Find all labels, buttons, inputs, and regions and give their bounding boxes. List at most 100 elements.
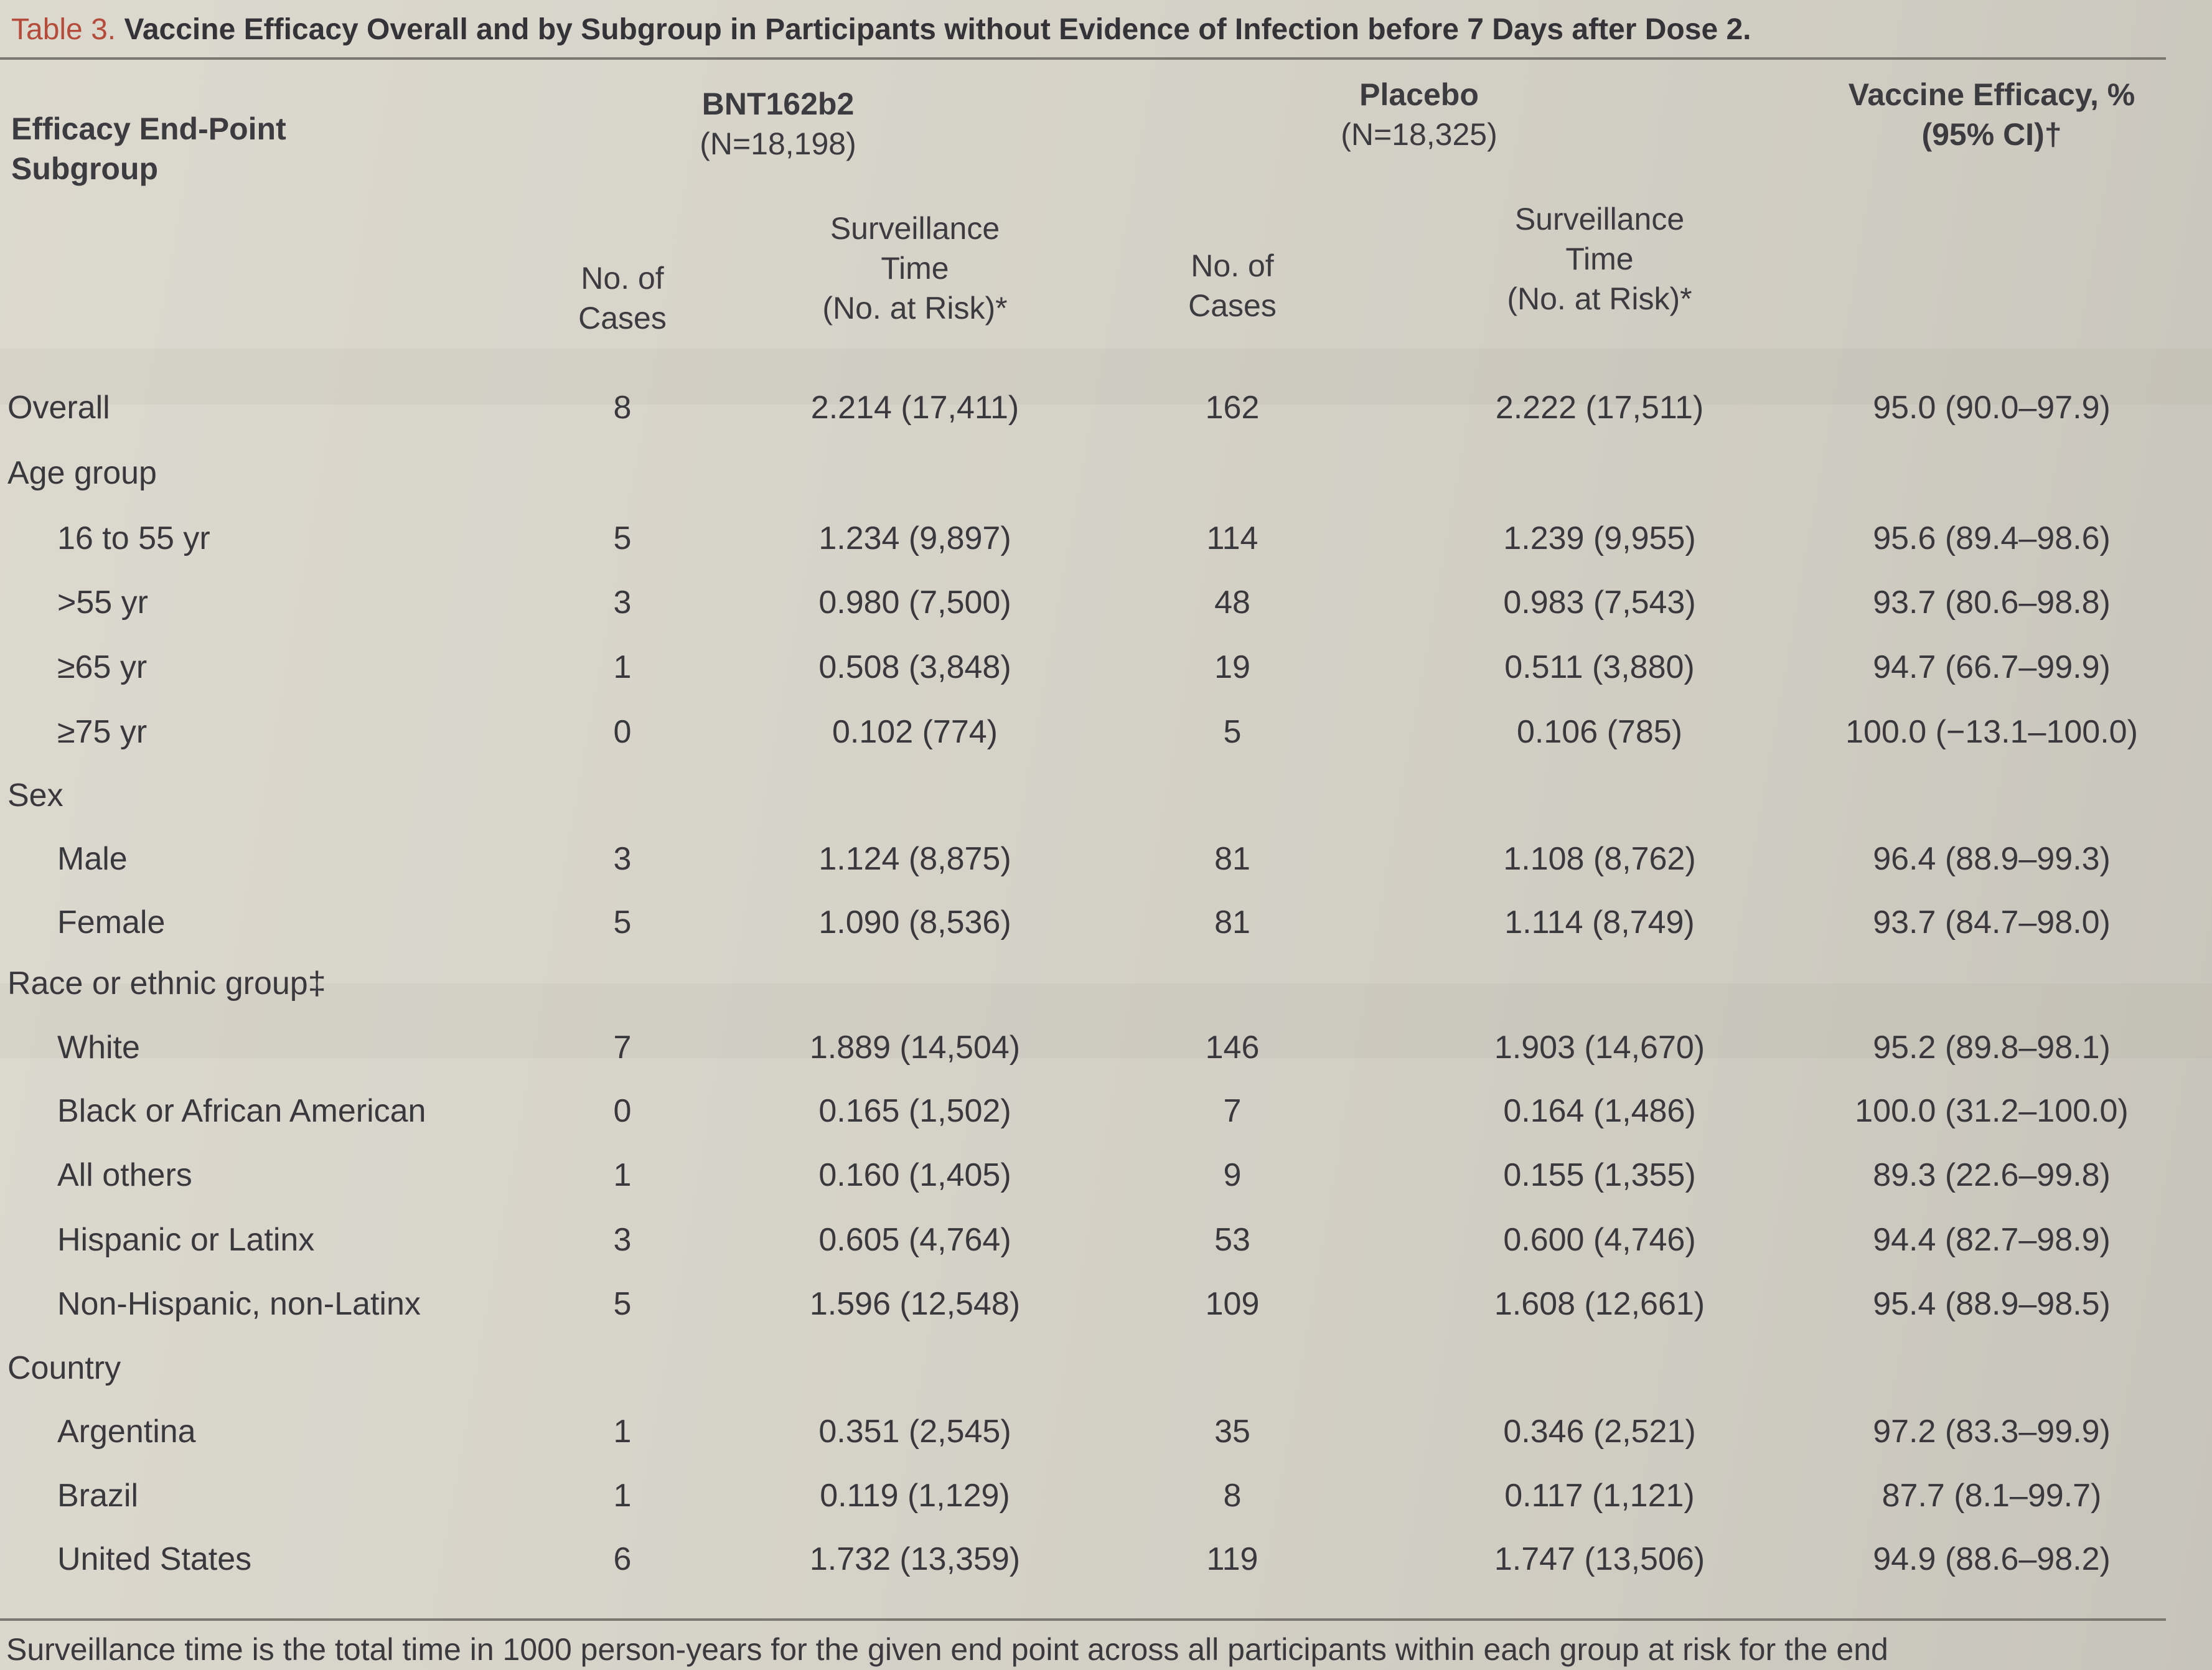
placebo-cases-cell: 48: [1214, 584, 1250, 621]
table-row: ≥75 yr 0 0.102 (774) 5 0.106 (785) 100.0 (−13…: [0, 701, 2212, 763]
row-label: Non-Hispanic, non-Latinx: [57, 1286, 421, 1322]
row-label: Male: [57, 841, 128, 877]
vaccine-time-cell: [772, 764, 1058, 827]
table-row: Overall 8 2.214 (17,411) 162 2.222 (17,511) 9…: [0, 377, 2212, 439]
vaccine-time-cell: 1.889 (14,504): [809, 1030, 1021, 1066]
shade-band: [0, 983, 2212, 1058]
vaccine-cases-cell: [560, 442, 685, 504]
efficacy-cell: [1793, 1337, 2191, 1399]
efficacy-cell: [1793, 442, 2191, 504]
table-row: Country: [0, 1337, 2212, 1399]
placebo-cases-cell: 81: [1214, 904, 1250, 941]
vaccine-cases-cell: 7: [613, 1030, 632, 1066]
table-row: All others 1 0.160 (1,405) 9 0.155 (1,355) 89…: [0, 1144, 2212, 1206]
vaccine-time-header: Surveillance Time (No. at Risk)*: [822, 211, 1008, 326]
placebo-cases-cell: [1170, 764, 1295, 827]
row-label: Country: [7, 1350, 121, 1386]
top-rule: [0, 57, 2166, 60]
placebo-cases-cell: 19: [1214, 649, 1250, 685]
placebo-time-cell: 0.117 (1,121): [1504, 1478, 1695, 1514]
placebo-time-cell: 0.983 (7,543): [1503, 584, 1696, 621]
vaccine-cases-cell: 3: [613, 1222, 632, 1258]
placebo-time-cell: 0.155 (1,355): [1503, 1157, 1696, 1193]
table-number: Table 3.: [11, 13, 116, 46]
row-label: United States: [57, 1541, 252, 1577]
efficacy-cell: 94.7 (66.7–99.9): [1873, 649, 2111, 685]
placebo-cases-cell: [1170, 442, 1295, 504]
row-label: Overall: [7, 390, 110, 426]
efficacy-cell: 95.0 (90.0–97.9): [1873, 390, 2111, 426]
endpoint-header: Efficacy End-Point Subgroup: [11, 111, 286, 186]
vaccine-time-cell: 1.234 (9,897): [818, 520, 1011, 556]
placebo-cases-cell: 119: [1206, 1541, 1258, 1577]
efficacy-cell: [1793, 764, 2191, 827]
vaccine-time-cell: 0.508 (3,848): [818, 649, 1011, 685]
placebo-cases-header: No. of Cases: [1188, 248, 1277, 323]
row-label: All others: [57, 1157, 192, 1193]
table-row: White 7 1.889 (14,504) 146 1.903 (14,670) 95.…: [0, 1016, 2212, 1079]
table-row: Black or African American 0 0.165 (1,502) 7…: [0, 1080, 2212, 1142]
table-footnote: Surveillance time is the total time in 1…: [6, 1632, 1888, 1667]
vaccine-cases-cell: 3: [613, 841, 632, 877]
placebo-cases-cell: 81: [1214, 841, 1250, 877]
vaccine-time-cell: [772, 1337, 1058, 1399]
vaccine-cases-cell: 5: [613, 904, 632, 941]
table-row: 16 to 55 yr 5 1.234 (9,897) 114 1.239 (9,955…: [0, 507, 2212, 570]
vaccine-cases-cell: 6: [613, 1541, 632, 1577]
vaccine-cases-cell: [560, 764, 685, 827]
vaccine-time-cell: 1.596 (12,548): [809, 1286, 1021, 1322]
efficacy-header: Vaccine Efficacy, % (95% CI)†: [1848, 77, 2135, 152]
placebo-time-cell: 2.222 (17,511): [1495, 390, 1704, 426]
vaccine-time-cell: 1.090 (8,536): [818, 904, 1011, 941]
efficacy-cell: 100.0 (31.2–100.0): [1855, 1093, 2129, 1129]
table-title: Table 3. Vaccine Efficacy Overall and by…: [11, 5, 2202, 67]
shade-band: [0, 349, 2212, 405]
placebo-cases-cell: 114: [1206, 520, 1258, 556]
table-row: Female 5 1.090 (8,536) 81 1.114 (8,749) 93.7 …: [0, 891, 2212, 954]
vaccine-group-header: BNT162b2 (N=18,198): [700, 87, 856, 161]
placebo-cases-cell: 53: [1214, 1222, 1250, 1258]
vaccine-cases-cell: 8: [613, 390, 632, 426]
row-label: Female: [57, 904, 166, 941]
table-row: Hispanic or Latinx 3 0.605 (4,764) 53 0.600 …: [0, 1209, 2212, 1271]
vaccine-time-cell: 0.119 (1,129): [820, 1478, 1010, 1514]
row-label: Hispanic or Latinx: [57, 1222, 315, 1258]
vaccine-time-cell: 0.102 (774): [832, 714, 998, 750]
vaccine-cases-cell: 0: [613, 1093, 632, 1129]
efficacy-cell: 95.6 (89.4–98.6): [1873, 520, 2111, 556]
efficacy-cell: 95.4 (88.9–98.5): [1873, 1286, 2111, 1322]
placebo-time-cell: 1.239 (9,955): [1503, 520, 1696, 556]
vaccine-cases-cell: [560, 1337, 685, 1399]
efficacy-cell: 93.7 (84.7–98.0): [1873, 904, 2111, 941]
row-label: Black or African American: [57, 1093, 426, 1129]
table-row: United States 6 1.732 (13,359) 119 1.747 (13…: [0, 1528, 2212, 1590]
placebo-time-cell: [1456, 1337, 1743, 1399]
placebo-time-cell: 1.114 (8,749): [1504, 904, 1695, 941]
table-row: Sex: [0, 764, 2212, 827]
placebo-cases-cell: 109: [1205, 1286, 1260, 1322]
table-row: Male 3 1.124 (8,875) 81 1.108 (8,762) 96.4 (8…: [0, 828, 2212, 890]
placebo-time-cell: 0.164 (1,486): [1503, 1093, 1696, 1129]
vaccine-cases-cell: 1: [613, 1478, 632, 1514]
vaccine-cases-cell: 0: [613, 714, 632, 750]
row-label: Age group: [7, 455, 157, 491]
placebo-time-cell: 1.108 (8,762): [1503, 841, 1696, 877]
table-row: >55 yr 3 0.980 (7,500) 48 0.983 (7,543) 93.7 …: [0, 571, 2212, 634]
vaccine-time-cell: 2.214 (17,411): [810, 390, 1019, 426]
vaccine-cases-cell: [560, 952, 685, 1015]
table-row: Argentina 1 0.351 (2,545) 35 0.346 (2,521) 97…: [0, 1400, 2212, 1463]
placebo-time-cell: [1456, 764, 1743, 827]
vaccine-time-cell: [772, 442, 1058, 504]
row-label: Sex: [7, 777, 63, 814]
vaccine-time-cell: 0.351 (2,545): [818, 1414, 1011, 1450]
placebo-time-cell: [1456, 952, 1743, 1015]
row-label: >55 yr: [57, 584, 148, 621]
table-caption: Vaccine Efficacy Overall and by Subgroup…: [124, 13, 1751, 46]
vaccine-cases-cell: 1: [613, 1157, 632, 1193]
vaccine-time-cell: 0.980 (7,500): [818, 584, 1011, 621]
placebo-cases-cell: 8: [1223, 1478, 1242, 1514]
placebo-cases-cell: 7: [1223, 1093, 1242, 1129]
row-label: 16 to 55 yr: [57, 520, 210, 556]
efficacy-cell: 97.2 (83.3–99.9): [1873, 1414, 2111, 1450]
